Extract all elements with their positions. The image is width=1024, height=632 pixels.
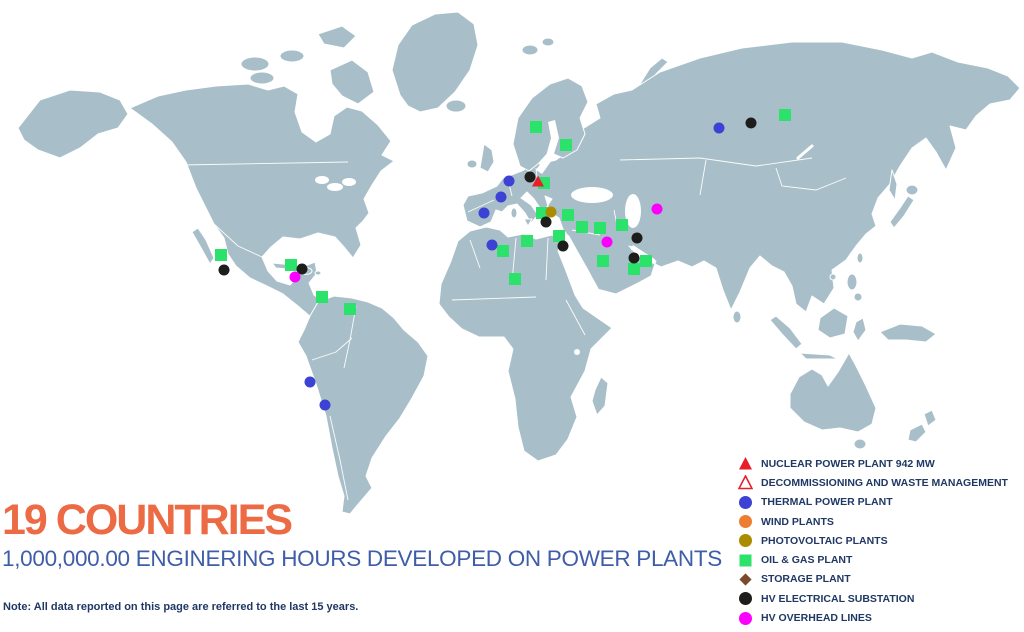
landmass-hokkaido bbox=[905, 184, 919, 196]
hv_substation-icon bbox=[738, 591, 753, 606]
landmass-sulawesi bbox=[852, 317, 867, 342]
landmass-ireland bbox=[466, 159, 478, 169]
legend-item-label: HV OVERHEAD LINES bbox=[761, 612, 872, 625]
engineering-hours-subtitle: 1,000,000.00 ENGINERING HOURS DEVELOPED … bbox=[2, 546, 722, 572]
inland-seas bbox=[315, 120, 814, 355]
landmass-iceland bbox=[445, 99, 467, 113]
map-legend: NUCLEAR POWER PLANT 942 MW DECOMMISSIONIN… bbox=[738, 454, 1008, 628]
landmass-sumatra bbox=[769, 315, 803, 350]
legend-item-hv_lines: HV OVERHEAD LINES bbox=[738, 608, 1008, 627]
landmass-greenland bbox=[391, 11, 479, 113]
legend-item-wind: WIND PLANTS bbox=[738, 512, 1008, 531]
landmass-tasmania bbox=[853, 438, 867, 450]
landmass-sri-lanka bbox=[732, 310, 742, 324]
legend-item-photovoltaic: PHOTOVOLTAIC PLANTS bbox=[738, 531, 1008, 550]
landmass-alaska bbox=[17, 89, 129, 159]
hv_lines-icon bbox=[738, 611, 753, 626]
landmass-great-britain bbox=[479, 143, 495, 173]
legend-item-hv_substation: HV ELECTRICAL SUBSTATION bbox=[738, 589, 1008, 608]
wind-icon bbox=[738, 514, 753, 529]
landmass-south-america bbox=[297, 295, 429, 515]
landmass-madagascar bbox=[591, 376, 609, 416]
landmass-sardinia bbox=[510, 207, 518, 219]
landmass-baffin bbox=[329, 59, 375, 105]
landmass-svalbard-2 bbox=[541, 37, 555, 47]
landmass-north-america bbox=[129, 83, 395, 331]
legend-item-decommissioning: DECOMMISSIONING AND WASTE MANAGEMENT bbox=[738, 473, 1008, 492]
landmass-arctic-island bbox=[240, 56, 270, 72]
legend-item-thermal: THERMAL POWER PLANT bbox=[738, 493, 1008, 512]
legend-item-label: PHOTOVOLTAIC PLANTS bbox=[761, 534, 888, 547]
oil_gas-icon bbox=[738, 553, 753, 568]
landmass-svalbard bbox=[521, 44, 539, 56]
legend-item-storage: STORAGE PLANT bbox=[738, 570, 1008, 589]
landmass-hispaniola bbox=[299, 267, 313, 275]
landmass-borneo bbox=[817, 307, 849, 339]
landmass-cuba bbox=[271, 262, 300, 271]
landmass-baja bbox=[191, 227, 215, 265]
nuclear-icon bbox=[738, 456, 753, 471]
legend-item-label: NUCLEAR POWER PLANT 942 MW bbox=[761, 457, 935, 470]
landmass-sakhalin bbox=[888, 169, 898, 201]
legend-item-label: STORAGE PLANT bbox=[761, 573, 851, 586]
photovoltaic-icon bbox=[738, 533, 753, 548]
landmass-puerto-rico bbox=[314, 270, 322, 276]
landmass-japan bbox=[889, 195, 915, 229]
landmass-sicily bbox=[523, 218, 533, 227]
storage-icon bbox=[738, 572, 753, 587]
decommissioning-icon bbox=[738, 475, 753, 490]
thermal-icon bbox=[738, 495, 753, 510]
landmass-taiwan bbox=[856, 252, 864, 264]
legend-item-label: OIL & GAS PLANT bbox=[761, 554, 853, 567]
landmass-nz-north bbox=[923, 409, 937, 427]
landmass-ellesmere bbox=[317, 25, 357, 49]
legend-item-label: HV ELECTRICAL SUBSTATION bbox=[761, 592, 915, 605]
landmass-philippines bbox=[846, 273, 858, 291]
landmass-philippines-2 bbox=[853, 292, 863, 302]
landmass-hainan bbox=[829, 273, 837, 281]
landmass-australia bbox=[789, 352, 877, 433]
legend-item-label: DECOMMISSIONING AND WASTE MANAGEMENT bbox=[761, 476, 1008, 489]
legend-item-oil_gas: OIL & GAS PLANT bbox=[738, 550, 1008, 569]
headline-block: 19 COUNTRIES 1,000,000.00 ENGINERING HOU… bbox=[2, 497, 722, 572]
footnote: Note: All data reported on this page are… bbox=[3, 601, 359, 613]
landmass-nz-south bbox=[907, 423, 927, 443]
landmass-new-guinea bbox=[879, 323, 937, 343]
legend-item-label: WIND PLANTS bbox=[761, 515, 834, 528]
landmass-java bbox=[799, 352, 839, 360]
legend-item-nuclear: NUCLEAR POWER PLANT 942 MW bbox=[738, 454, 1008, 473]
landmass-victoria-island bbox=[249, 71, 275, 85]
countries-title: 19 COUNTRIES bbox=[2, 496, 293, 544]
legend-item-label: THERMAL POWER PLANT bbox=[761, 496, 893, 509]
landmass-arctic-island bbox=[279, 49, 305, 63]
